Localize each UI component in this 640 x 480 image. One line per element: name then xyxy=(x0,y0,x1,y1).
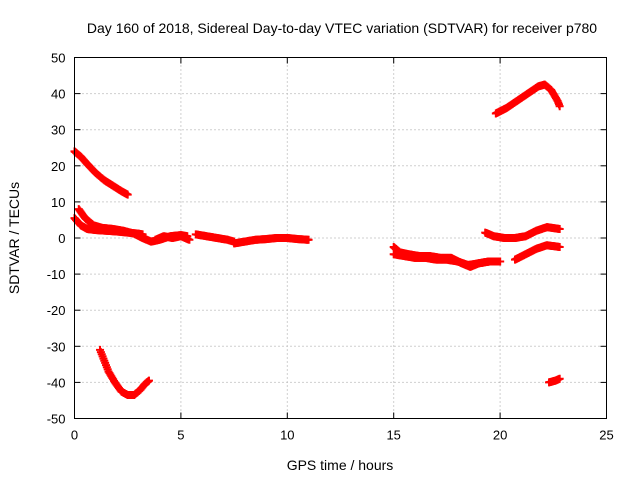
y-tick-label: -50 xyxy=(47,412,66,427)
series-arc-falling-high xyxy=(70,147,132,199)
y-tick-label: -30 xyxy=(47,339,66,354)
series-arc-near-zero-e xyxy=(230,234,313,248)
data-points xyxy=(70,80,564,400)
series-arc-dip-low xyxy=(96,345,153,400)
y-tick-label: -10 xyxy=(47,267,66,282)
axis-ticks: 0 5 10 15 20 25 -50 -40 -30 -20 -10 0 10 20 30 40 50 xyxy=(47,51,614,443)
data-point xyxy=(555,224,564,233)
y-tick-label: 10 xyxy=(51,195,65,210)
data-point xyxy=(555,243,564,252)
x-tick-label: 25 xyxy=(599,428,613,443)
data-point xyxy=(555,102,564,111)
series-arc-evening-high xyxy=(491,80,564,118)
y-tick-label: -20 xyxy=(47,303,66,318)
series-arc-near-zero-c xyxy=(151,232,194,244)
chart-title: Day 160 of 2018, Sidereal Day-to-day VTE… xyxy=(87,20,597,36)
data-point xyxy=(123,190,132,199)
y-tick-label: 50 xyxy=(51,51,65,66)
x-tick-label: 5 xyxy=(177,428,184,443)
series-arc-evening-bottom xyxy=(545,374,564,387)
x-axis-label: GPS time / hours xyxy=(287,457,394,473)
data-point xyxy=(555,374,564,383)
series-arc-evening-near-zero xyxy=(481,223,564,242)
y-axis-label: SDTVAR / TECUs xyxy=(6,182,22,294)
data-point xyxy=(144,376,153,385)
data-point xyxy=(496,257,505,266)
x-tick-label: 15 xyxy=(386,428,400,443)
y-tick-label: 0 xyxy=(58,231,65,246)
y-tick-label: 30 xyxy=(51,123,65,138)
data-point xyxy=(304,235,313,244)
data-point xyxy=(185,235,194,244)
x-tick-label: 20 xyxy=(493,428,507,443)
series-arc-afternoon-mid xyxy=(389,250,505,270)
series-arc-evening-low xyxy=(510,241,564,264)
x-tick-label: 0 xyxy=(71,428,78,443)
y-tick-label: 20 xyxy=(51,159,65,174)
y-tick-label: -40 xyxy=(47,375,66,390)
x-tick-label: 10 xyxy=(280,428,294,443)
y-tick-label: 40 xyxy=(51,87,65,102)
